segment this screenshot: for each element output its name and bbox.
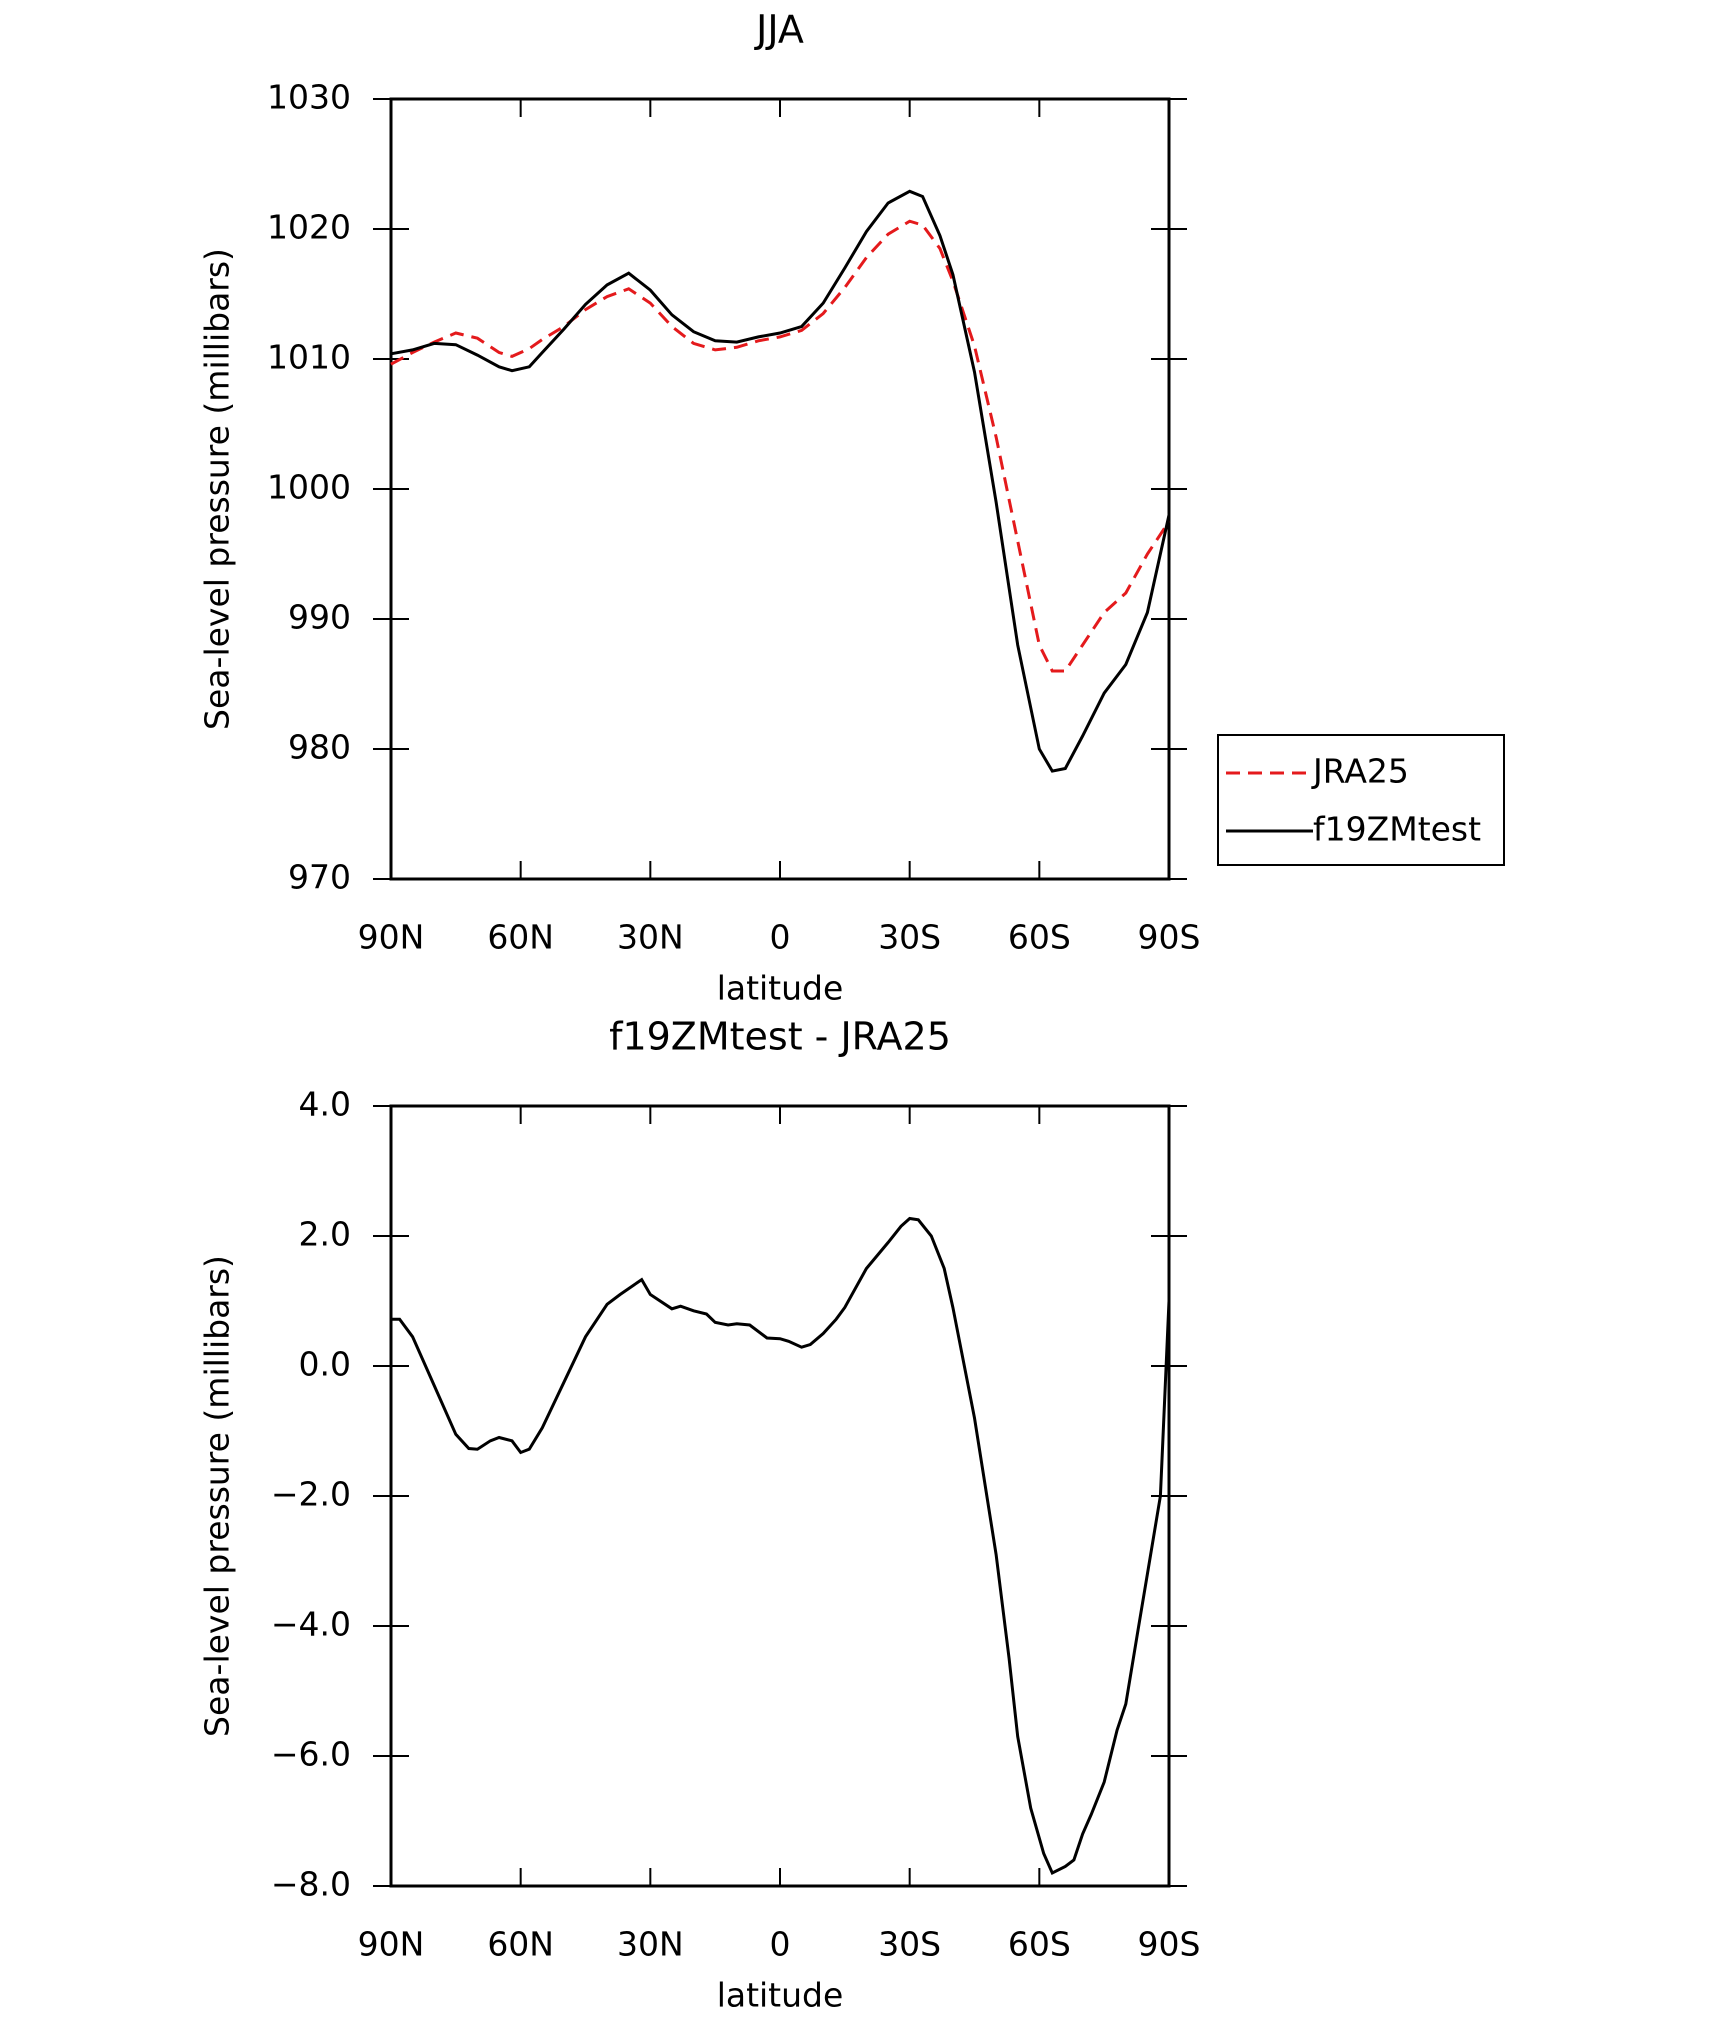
x-axis-label: latitude — [717, 1976, 844, 2015]
x-tick-label: 0 — [770, 918, 791, 957]
x-tick-label: 30S — [878, 1925, 941, 1964]
x-tick-label: 90N — [358, 918, 425, 957]
y-tick-label: 1010 — [267, 338, 351, 377]
x-tick-label: 90S — [1138, 1925, 1201, 1964]
x-tick-label: 90N — [358, 1925, 425, 1964]
x-tick-label: 30N — [617, 1925, 684, 1964]
y-tick-label: 2.0 — [299, 1215, 351, 1254]
x-tick-label: 60N — [487, 1925, 554, 1964]
chart-title: f19ZMtest - JRA25 — [609, 1015, 951, 1059]
data-line — [390, 219, 1171, 673]
x-tick-label: 30S — [878, 918, 941, 957]
plot-frame — [389, 1104, 1171, 1888]
y-tick-label: 990 — [288, 598, 351, 637]
y-tick-label: 4.0 — [299, 1085, 351, 1124]
y-tick-label: 0.0 — [299, 1345, 351, 1384]
chart-title: JJA — [754, 8, 804, 52]
legend-box — [1217, 734, 1505, 866]
y-tick-label: −2.0 — [271, 1475, 351, 1514]
x-tick-label: 60S — [1008, 918, 1071, 957]
legend-label: f19ZMtest — [1313, 810, 1481, 849]
x-axis-label: latitude — [717, 969, 844, 1008]
y-axis-label: Sea-level pressure (millibars) — [198, 1255, 237, 1737]
data-line — [391, 1216, 1171, 1876]
plot-frame — [389, 97, 1171, 881]
legend-label: JRA25 — [1311, 752, 1409, 791]
x-tick-label: 60S — [1008, 1925, 1071, 1964]
y-tick-label: −4.0 — [271, 1605, 351, 1644]
y-tick-label: 970 — [288, 858, 351, 897]
x-tick-label: 30N — [617, 918, 684, 957]
y-tick-label: 1020 — [267, 208, 351, 247]
y-tick-label: −6.0 — [271, 1735, 351, 1774]
x-tick-label: 60N — [487, 918, 554, 957]
x-tick-label: 90S — [1138, 918, 1201, 957]
y-tick-label: −8.0 — [271, 1865, 351, 1904]
y-axis-label: Sea-level pressure (millibars) — [198, 248, 237, 730]
y-tick-label: 1000 — [267, 468, 351, 507]
y-tick-label: 980 — [288, 728, 351, 767]
x-tick-label: 0 — [770, 1925, 791, 1964]
data-line — [390, 189, 1171, 773]
y-tick-label: 1030 — [267, 78, 351, 117]
